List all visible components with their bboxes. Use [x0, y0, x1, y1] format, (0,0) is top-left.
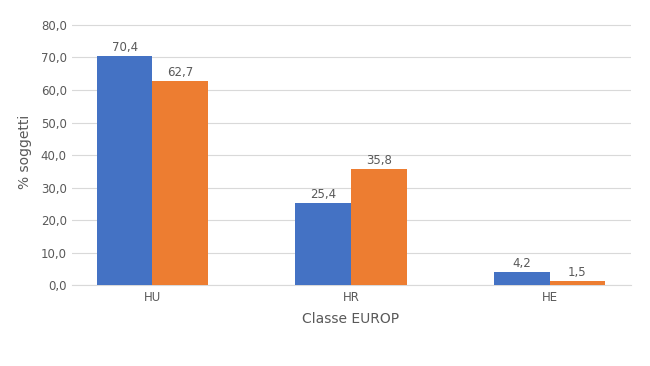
- Text: 62,7: 62,7: [167, 66, 194, 79]
- Bar: [494, 272, 549, 285]
- Bar: [153, 81, 208, 285]
- Bar: [351, 169, 407, 285]
- Text: 1,5: 1,5: [568, 266, 586, 279]
- Text: 4,2: 4,2: [512, 257, 531, 270]
- X-axis label: Classe EUROP: Classe EUROP: [302, 312, 400, 326]
- Y-axis label: % soggetti: % soggetti: [18, 115, 32, 189]
- Text: 25,4: 25,4: [310, 188, 336, 201]
- Bar: [295, 203, 351, 285]
- Text: 70,4: 70,4: [112, 41, 138, 54]
- Bar: [549, 281, 605, 285]
- Text: 35,8: 35,8: [366, 154, 392, 167]
- Bar: [97, 56, 153, 285]
